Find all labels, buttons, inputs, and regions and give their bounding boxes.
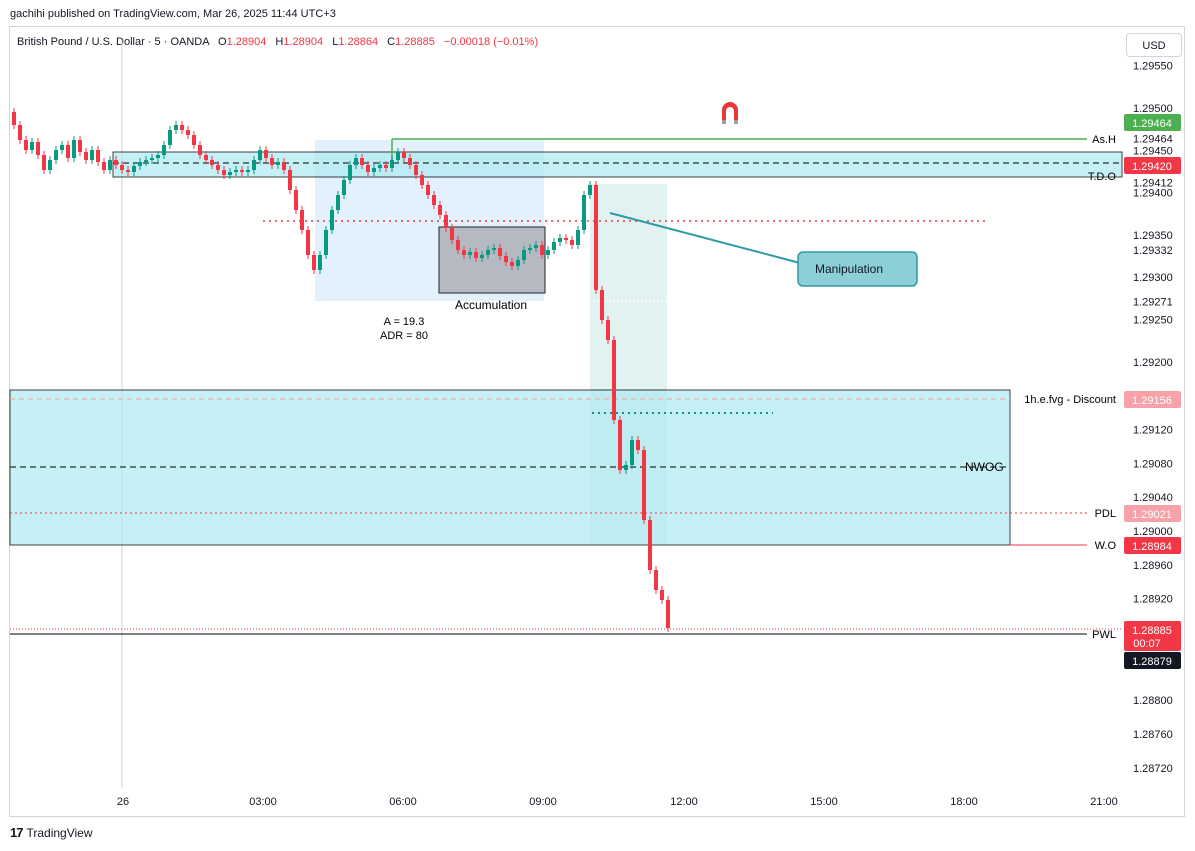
high-value: 1.28904 — [283, 36, 324, 48]
close-label: C — [387, 36, 396, 48]
currency-button[interactable]: USD — [1126, 33, 1182, 57]
low-value: 1.28864 — [338, 36, 379, 48]
open-label: O — [218, 36, 227, 48]
chart-frame — [9, 26, 1185, 817]
close-value: 1.28885 — [395, 36, 435, 48]
tradingview-logo-icon: 17 — [10, 825, 24, 840]
low-label: L — [332, 36, 339, 48]
change-value: −0.00018 (−0.01%) — [443, 36, 539, 48]
publish-info: gachihi published on TradingView.com, Ma… — [10, 8, 336, 20]
symbol-ohlc-legend: British Pound / U.S. Dollar · 5 · OANDA … — [17, 36, 538, 48]
footer-brand[interactable]: 17 TradingView — [10, 825, 93, 840]
open-value: 1.28904 — [226, 36, 267, 48]
high-label: H — [275, 36, 284, 48]
symbol-title[interactable]: British Pound / U.S. Dollar · 5 · OANDA — [17, 36, 209, 48]
brand-name: TradingView — [26, 825, 93, 840]
